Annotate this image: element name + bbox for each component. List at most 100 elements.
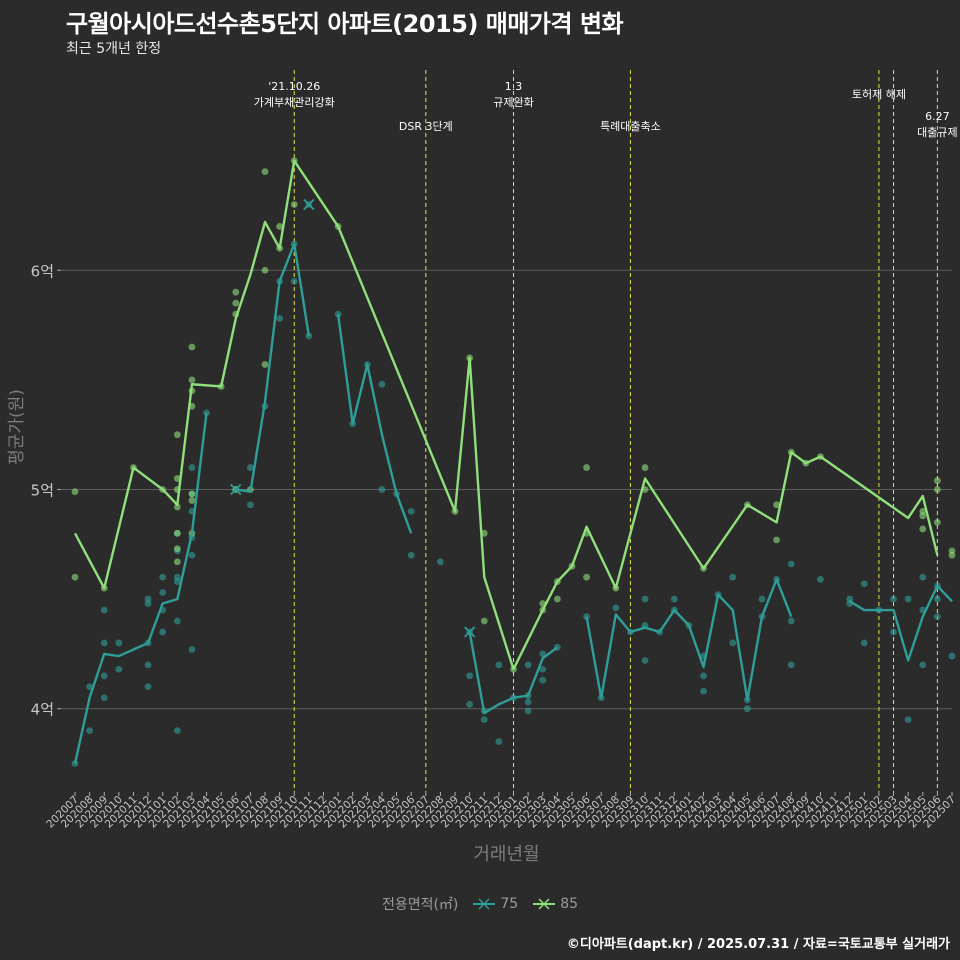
scatter-point-75	[378, 486, 386, 493]
scatter-point-75	[787, 617, 795, 625]
x-marker-75	[303, 198, 315, 211]
scatter-point-85	[919, 512, 927, 520]
scatter-point-75	[247, 501, 254, 509]
legend-key-85-icon	[533, 898, 556, 910]
scatter-point-75	[495, 738, 503, 745]
scatter-point-85	[173, 475, 181, 482]
scatter-point-75	[904, 716, 912, 724]
chart-subtitle: 최근 5개년 한정	[66, 41, 162, 57]
scatter-point-85	[773, 536, 780, 544]
scatter-point-75	[159, 628, 167, 636]
chart-title: 구월아시아드선수촌5단지 아파트(2015) 매매가격 변화	[66, 10, 624, 38]
scatter-point-75	[729, 639, 737, 647]
scatter-point-75	[407, 507, 415, 515]
scatter-point-75	[860, 580, 868, 588]
scatter-point-75	[173, 617, 181, 625]
scatter-point-75	[159, 573, 167, 581]
scatter-point-85	[261, 266, 269, 274]
scatter-point-75	[524, 661, 532, 669]
scatter-point-75	[700, 672, 707, 680]
scatter-point-75	[188, 646, 196, 653]
scatter-point-75	[480, 716, 488, 724]
scatter-point-75	[407, 551, 415, 559]
scatter-point-85	[261, 361, 269, 368]
scatter-point-85	[933, 486, 941, 493]
scatter-point-75	[890, 595, 897, 603]
scatter-point-85	[188, 497, 196, 504]
scatter-point-75	[495, 661, 503, 669]
scatter-point-75	[86, 727, 94, 735]
scatter-point-75	[144, 661, 152, 669]
event-label-line: 토허제 해제	[852, 87, 906, 101]
scatter-point-75	[919, 661, 927, 669]
scatter-point-85	[188, 490, 196, 498]
scatter-point-75	[466, 672, 474, 680]
event-label: 토허제 해제	[852, 87, 906, 101]
scatter-point-75	[743, 705, 751, 713]
scatter-point-75	[700, 687, 707, 695]
scatter-point-85	[173, 545, 181, 553]
scatter-point-75	[203, 409, 210, 417]
scatter-point-75	[173, 578, 181, 585]
scatter-point-75	[524, 698, 532, 706]
legend-key-75-icon	[473, 898, 496, 910]
event-label-line: 대출규제	[917, 126, 957, 139]
event-label-line: DSR 3단계	[399, 120, 453, 133]
scatter-point-75	[144, 683, 152, 691]
scatter-point-75	[787, 661, 795, 669]
event-label-line: 가계부채관리강화	[254, 96, 335, 109]
legend-label-85: 85	[560, 896, 579, 912]
scatter-point-75	[144, 600, 152, 607]
footer-credit: ©디아파트(dapt.kr) / 2025.07.31 / 자료=국토교통부 실…	[566, 937, 950, 952]
scatter-point-85	[919, 525, 927, 533]
scatter-point-85	[173, 558, 181, 566]
scatter-point-85	[933, 518, 941, 526]
scatter-point-85	[583, 464, 590, 471]
event-label: DSR 3단계	[399, 120, 453, 133]
scatter-point-85	[290, 201, 298, 208]
scatter-point-85	[933, 477, 941, 485]
series-line-75	[849, 584, 953, 662]
legend-label-75: 75	[500, 896, 519, 912]
y-tick-label: 6억	[31, 262, 54, 280]
scatter-point-85	[773, 501, 780, 509]
x-axis-title: 거래년월	[473, 844, 539, 865]
scatter-point-75	[817, 575, 824, 583]
series-line-75	[73, 412, 208, 764]
x-marker-75	[230, 483, 242, 496]
scatter-point-75	[948, 652, 956, 660]
scatter-point-75	[100, 639, 108, 647]
scatter-point-75	[247, 464, 254, 471]
scatter-point-85	[173, 529, 181, 537]
scatter-point-75	[159, 589, 167, 596]
series-line-75	[235, 242, 311, 493]
scatter-point-85	[480, 617, 488, 625]
event-label-line: 규제완화	[493, 96, 533, 109]
scatter-point-75	[100, 694, 108, 702]
scatter-point-85	[948, 551, 956, 559]
event-label-line: 6.27	[925, 110, 950, 123]
scatter-point-85	[71, 488, 79, 496]
y-tick-label: 5억	[31, 481, 54, 499]
scatter-point-75	[276, 315, 284, 322]
scatter-point-85	[173, 431, 181, 439]
scatter-point-85	[173, 503, 181, 511]
series-line-85	[73, 159, 939, 671]
scatter-point-75	[641, 595, 649, 603]
event-label: 특례대출축소	[600, 120, 661, 133]
scatter-point-75	[100, 606, 108, 614]
scatter-point-75	[758, 595, 766, 603]
event-label-line: 1.3	[505, 80, 523, 93]
y-axis-title: 평균가(원)	[7, 389, 27, 465]
scatter-point-75	[188, 464, 196, 471]
event-label: '21.10.26 가계부채관리강화	[254, 80, 335, 109]
scatter-point-75	[290, 277, 298, 285]
scatter-point-85	[276, 223, 284, 230]
scatter-point-75	[173, 727, 181, 735]
scatter-point-85	[188, 343, 196, 351]
scatter-point-85	[71, 573, 79, 581]
scatter-point-75	[524, 707, 532, 715]
scatter-point-75	[115, 639, 123, 647]
scatter-point-75	[100, 672, 108, 680]
